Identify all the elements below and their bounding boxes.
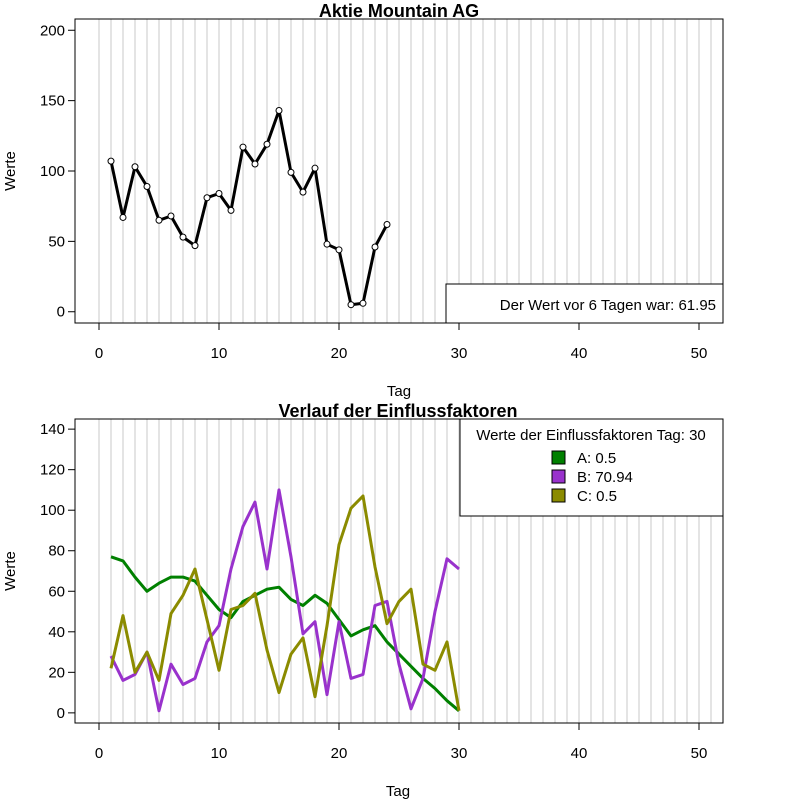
stock-chart-series [107, 106, 391, 309]
data-point [179, 233, 187, 241]
factors-chart: Verlauf der Einflussfaktoren 0 10 20 30 40 50… [2, 401, 724, 800]
x-tick-label: 0 [95, 745, 103, 762]
factors-chart-x-axis: 0 10 20 30 40 50 [95, 722, 708, 762]
series-line-0 [109, 109, 389, 307]
legend-label: C: 0.5 [577, 488, 617, 505]
y-tick-label: 0 [57, 304, 65, 321]
legend-swatch [551, 450, 566, 465]
data-point [227, 206, 235, 214]
stock-chart-y-axis: 0 50 100 150 200 [40, 22, 76, 321]
data-point [167, 212, 175, 220]
x-tick-label: 20 [331, 345, 348, 362]
y-tick-label: 100 [40, 502, 65, 519]
data-point [155, 216, 163, 224]
data-point [275, 106, 283, 114]
stock-chart-x-axis: 0 10 20 30 40 50 [95, 322, 708, 362]
y-tick-label: 100 [40, 163, 65, 180]
legend-label: A: 0.5 [577, 450, 616, 467]
x-tick-label: 50 [691, 345, 708, 362]
data-point [323, 240, 331, 248]
data-point [131, 163, 139, 171]
x-tick-label: 10 [211, 345, 228, 362]
factors-chart-series [109, 488, 461, 713]
stock-chart-x-label: Tag [387, 383, 411, 400]
data-point [203, 194, 211, 202]
legend-swatch [551, 469, 566, 484]
series-line-2 [109, 494, 461, 712]
x-tick-label: 40 [571, 345, 588, 362]
data-point [107, 157, 115, 165]
x-tick-label: 50 [691, 745, 708, 762]
y-tick-label: 120 [40, 462, 65, 479]
x-tick-label: 0 [95, 345, 103, 362]
legend-swatch [551, 488, 566, 503]
data-point [359, 299, 367, 307]
data-point [299, 188, 307, 196]
stock-chart-title: Aktie Mountain AG [319, 1, 479, 21]
x-tick-label: 10 [211, 745, 228, 762]
data-point [311, 164, 319, 172]
legend-items: A: 0.5 B: 70.94 C: 0.5 [551, 450, 633, 505]
data-point [347, 301, 355, 309]
factors-chart-legend: Werte der Einflussfaktoren Tag: 30 A: 0.… [459, 418, 724, 517]
data-point [239, 143, 247, 151]
y-tick-label: 140 [40, 421, 65, 438]
data-point [383, 220, 391, 228]
y-tick-label: 20 [48, 664, 65, 681]
stock-chart-grid [98, 19, 712, 323]
stock-chart: Aktie Mountain AG 0 10 20 30 40 50 0 50 100 150 2… [2, 1, 724, 400]
factors-chart-y-axis: 0 20 40 60 80 100 120 140 [40, 421, 76, 722]
data-point [119, 213, 127, 221]
legend-label: B: 70.94 [577, 469, 633, 486]
y-tick-label: 0 [57, 705, 65, 722]
data-point [263, 140, 271, 148]
stock-chart-y-label: Werte [2, 151, 19, 191]
factors-chart-x-label: Tag [386, 783, 410, 800]
series-line-0 [110, 555, 460, 712]
x-tick-label: 30 [451, 745, 468, 762]
data-point [251, 160, 259, 168]
legend-title: Werte der Einflussfaktoren Tag: 30 [476, 427, 706, 444]
stock-chart-annotation: Der Wert vor 6 Tagen war: 61.95 [500, 297, 716, 314]
data-point [191, 242, 199, 250]
y-tick-label: 60 [48, 583, 65, 600]
data-point [215, 190, 223, 198]
stock-chart-annotation-box: Der Wert vor 6 Tagen war: 61.95 [445, 283, 724, 324]
factors-chart-title: Verlauf der Einflussfaktoren [278, 401, 517, 421]
y-tick-label: 80 [48, 543, 65, 560]
legend-box [459, 418, 724, 517]
data-point [371, 243, 379, 251]
x-tick-label: 20 [331, 745, 348, 762]
y-tick-label: 200 [40, 22, 65, 39]
data-point [287, 168, 295, 176]
x-tick-label: 30 [451, 345, 468, 362]
y-tick-label: 50 [48, 233, 65, 250]
series-line-1 [109, 488, 460, 713]
factors-chart-y-label: Werte [2, 551, 19, 591]
data-point [335, 246, 343, 254]
data-point [143, 182, 151, 190]
x-tick-label: 40 [571, 745, 588, 762]
y-tick-label: 40 [48, 624, 65, 641]
y-tick-label: 150 [40, 93, 65, 110]
